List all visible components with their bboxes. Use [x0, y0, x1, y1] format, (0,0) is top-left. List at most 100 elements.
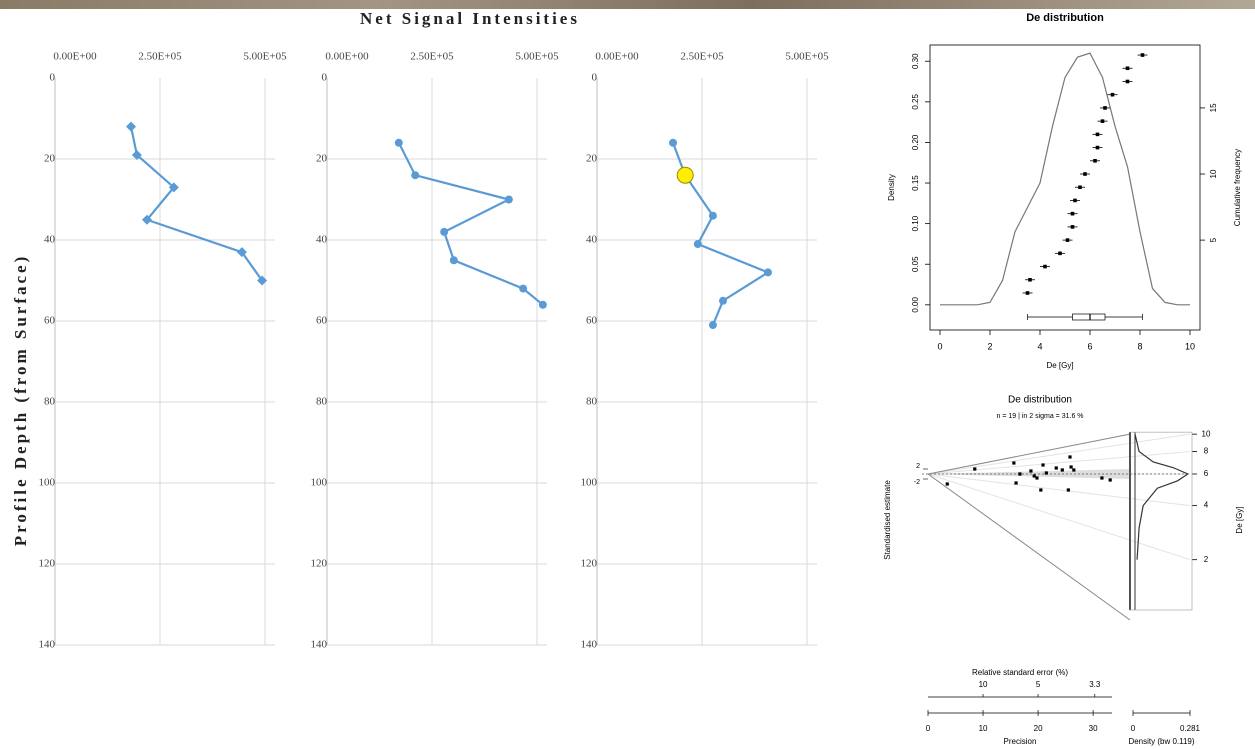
highlight-marker [677, 167, 693, 183]
y-tick-label: 0.05 [911, 256, 920, 272]
plot-title: De distribution [1008, 395, 1072, 406]
density-plot: De distribution02468100.000.050.100.150.… [887, 12, 1242, 370]
x-tick-label: 2.50E+05 [410, 51, 454, 63]
data-point [1029, 469, 1032, 472]
z-tick-label: 4 [1204, 501, 1209, 510]
y-tick-label: 100 [581, 477, 598, 489]
y-tick-label: 120 [311, 558, 328, 570]
data-point [1014, 481, 1017, 484]
y-tick-label: 0.20 [911, 134, 920, 150]
data-point [1078, 185, 1082, 189]
data-point [1109, 478, 1112, 481]
y-tick-label: 100 [39, 477, 56, 489]
x-tick-label: 2.50E+05 [138, 51, 182, 63]
y-axis-title: Standardised estimate [883, 480, 892, 560]
marker [709, 212, 717, 220]
data-point [1101, 119, 1105, 123]
x2-tick-label: 5 [1036, 680, 1041, 689]
marker [395, 139, 403, 147]
x-tick-label: 8 [1137, 341, 1142, 351]
data-point [1012, 461, 1015, 464]
data-point [1103, 106, 1107, 110]
y2-tick-label: 10 [1209, 169, 1218, 178]
y-tick-label: 40 [44, 234, 56, 246]
data-point [1071, 212, 1075, 216]
z-ray [928, 474, 1190, 506]
marker [669, 139, 677, 147]
data-point [1033, 474, 1036, 477]
data-point [1070, 465, 1073, 468]
x-tick-label: 0.00E+00 [53, 51, 97, 63]
x-axis-title: Precision [1004, 737, 1037, 746]
y-tick-label: 140 [39, 639, 56, 651]
plot-title: De distribution [1026, 12, 1104, 24]
density-curve [940, 53, 1190, 305]
data-point [1045, 471, 1048, 474]
y-axis-title: Density [887, 174, 896, 201]
y-tick-label: 80 [316, 396, 328, 408]
photo-strip [0, 0, 1255, 9]
y-tick-label: 100 [311, 477, 328, 489]
data-point [1028, 278, 1032, 282]
data-point [1043, 265, 1047, 269]
data-point [1068, 455, 1071, 458]
data-point [1067, 488, 1070, 491]
density-tick-label: 0 [1131, 724, 1136, 733]
marker [719, 297, 727, 305]
data-point [1039, 488, 1042, 491]
data-point [1096, 133, 1100, 137]
y-tick-label: 60 [586, 315, 598, 327]
x2-axis-title: Relative standard error (%) [972, 668, 1068, 677]
y-tick-label: 60 [44, 315, 56, 327]
y-tick-label: 0.15 [911, 175, 920, 191]
data-point [1126, 66, 1130, 70]
y-tick-label: 0 [50, 72, 56, 84]
data-point [1072, 468, 1075, 471]
marker [764, 268, 772, 276]
marker [450, 256, 458, 264]
marker [411, 171, 419, 179]
x-axis-title: De [Gy] [1046, 361, 1073, 370]
slide-title: Net Signal Intensities [360, 9, 580, 28]
data-point [1018, 472, 1021, 475]
data-point [1035, 476, 1038, 479]
data-point [946, 482, 949, 485]
marker [440, 228, 448, 236]
z-ray [928, 434, 1190, 474]
x-tick-label: 2 [987, 341, 992, 351]
line-chart: 0.00E+002.50E+055.00E+050204060801001201… [581, 51, 830, 651]
x-tick-label: 5.00E+05 [785, 51, 829, 63]
x-tick-label: 20 [1034, 724, 1043, 733]
y-tick-label: 140 [581, 639, 598, 651]
plot-frame [930, 45, 1200, 330]
y-tick-label: 0.00 [911, 296, 920, 312]
z-ray [928, 452, 1190, 474]
data-point [1111, 93, 1115, 97]
page: Net Signal Intensities Profile Depth (fr… [0, 0, 1255, 749]
y2-axis-title: Cumulative frequency [1233, 149, 1242, 226]
x-tick-label: 5.00E+05 [243, 51, 287, 63]
data-point [973, 467, 976, 470]
y-tick-label: 60 [316, 315, 328, 327]
x-tick-label: 5.00E+05 [515, 51, 559, 63]
y-tick-label: 140 [311, 639, 328, 651]
z-tick-label: 10 [1202, 429, 1211, 438]
data-point [1073, 199, 1077, 203]
data-point [1093, 159, 1097, 163]
data-point [1061, 468, 1064, 471]
data-point [1055, 466, 1058, 469]
z-tick-label: 8 [1204, 447, 1209, 456]
y-tick-label: 80 [44, 396, 56, 408]
marker [519, 285, 527, 293]
x2-tick-label: 3.3 [1089, 680, 1101, 689]
y2-tick-label: 5 [1209, 237, 1218, 242]
z-ray [928, 474, 1190, 560]
density-curve [1135, 434, 1188, 560]
x-tick-label: 30 [1089, 724, 1098, 733]
plot-subtitle: n = 19 | in 2 sigma = 31.6 % [996, 413, 1083, 420]
y-tick-label: 40 [586, 234, 598, 246]
y-tick-label: 0 [592, 72, 598, 84]
density-tick-label: 0.281 [1180, 724, 1201, 733]
y-tick-label: 40 [316, 234, 328, 246]
